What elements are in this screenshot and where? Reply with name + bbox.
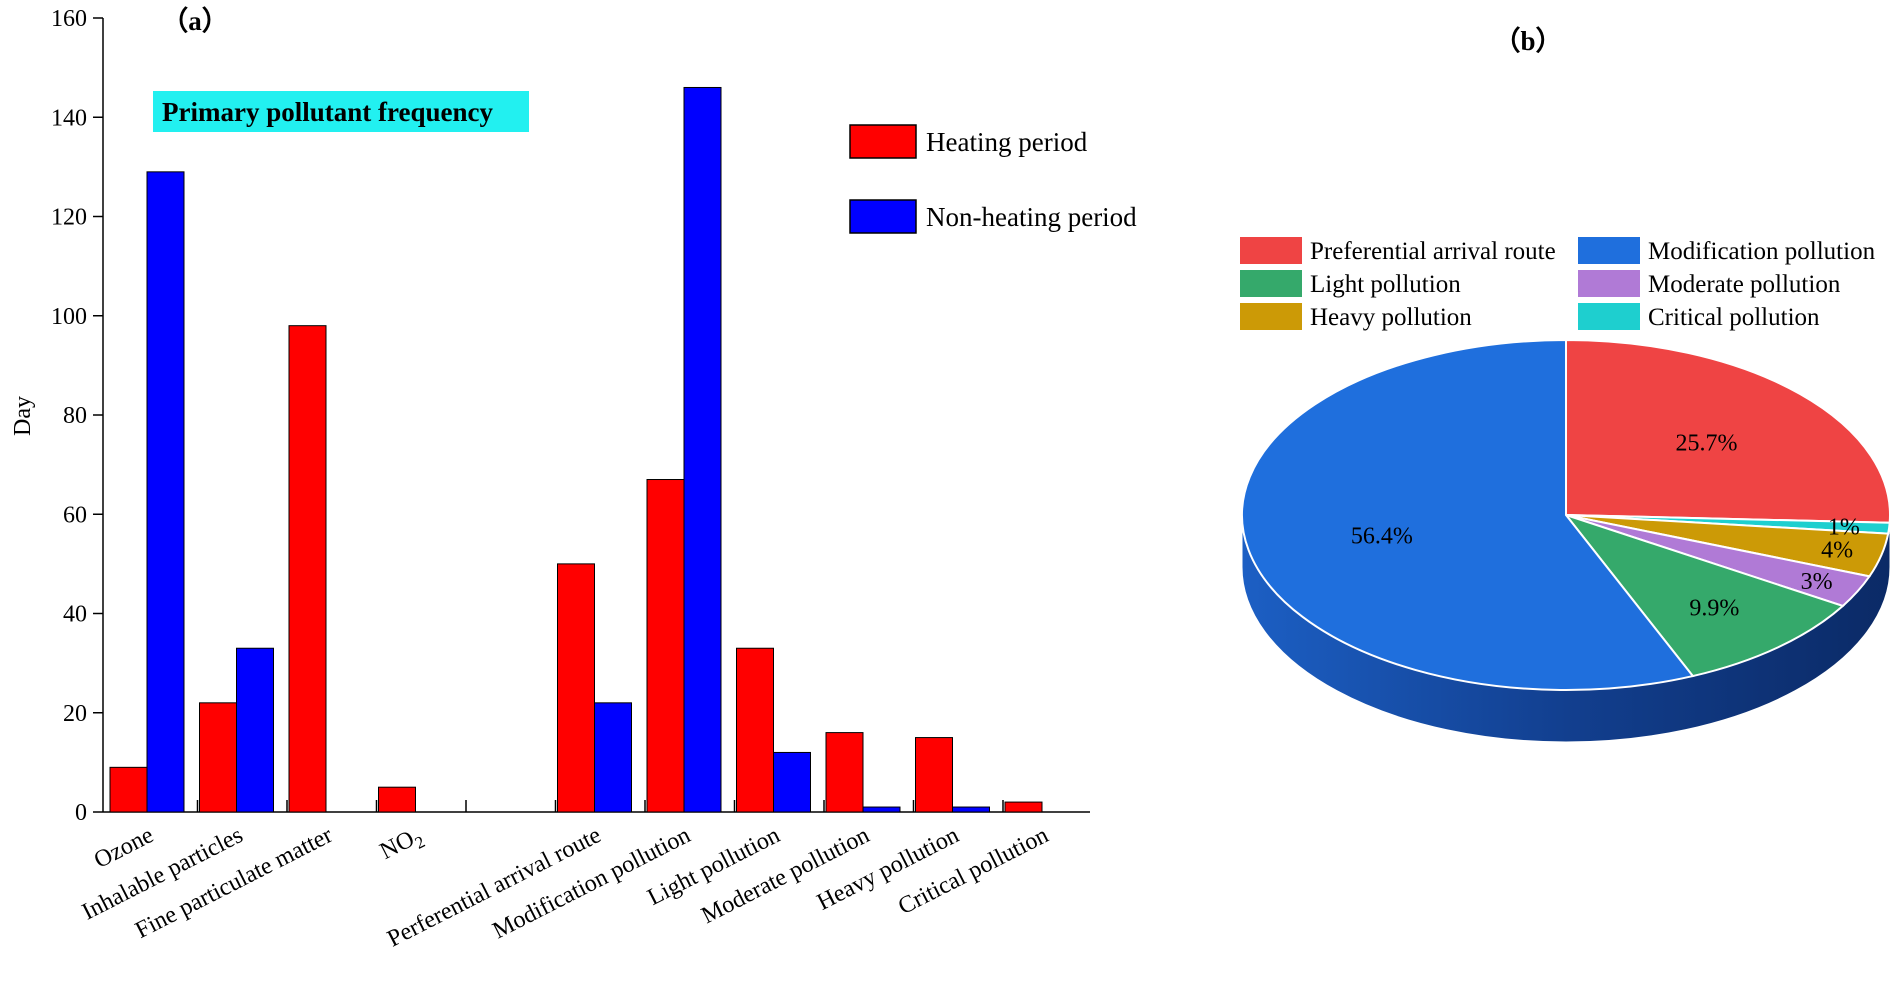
- bar-heating-6: [646, 479, 685, 813]
- pie-value-label: 3%: [1801, 569, 1833, 595]
- bar-legend: Heating period Non-heating period: [849, 124, 1137, 234]
- pie-value-label: 4%: [1821, 538, 1853, 564]
- y-tick-label: 160: [51, 6, 87, 32]
- bar-marks: [109, 86, 1043, 813]
- pie-legend-label: Critical pollution: [1648, 304, 1820, 331]
- bar-heating-0: [109, 766, 148, 813]
- bar-heating-10: [1004, 801, 1043, 813]
- x-category-label: Critical pollution: [894, 822, 1053, 920]
- pie-legend-swatch: [1240, 303, 1302, 330]
- pie-legend-label: Modification pollution: [1648, 238, 1876, 265]
- pie-value-label: 1%: [1828, 514, 1860, 540]
- pie-legend-swatch: [1578, 303, 1640, 330]
- bar-heating-3: [378, 786, 416, 813]
- y-tick-label: 120: [51, 205, 87, 231]
- bar-non-heating-0: [146, 171, 185, 813]
- bar-heating-5: [557, 563, 595, 813]
- y-tick-label: 60: [63, 502, 87, 528]
- pie-legend-swatch: [1578, 270, 1640, 297]
- pie-slice-2: [1563, 513, 1845, 678]
- y-axis-label: Day: [10, 396, 36, 436]
- pie-legend-label: Heavy pollution: [1310, 304, 1472, 331]
- pie-legend: Preferential arrival route Modification p…: [1240, 237, 1876, 331]
- legend-label: Non-heating period: [926, 202, 1137, 232]
- panel-b-label: （b）: [1493, 26, 1562, 56]
- bar-non-heating-5: [594, 702, 632, 813]
- pie-legend-swatch: [1578, 237, 1640, 264]
- bar-heating-8: [825, 732, 864, 813]
- highlight-box-background: [153, 91, 529, 132]
- bar-heating-9: [915, 737, 953, 813]
- pie-value-label: 25.7%: [1675, 430, 1737, 456]
- y-tick-label: 0: [75, 800, 87, 826]
- pie-slice-0: [1565, 338, 1892, 524]
- bar-non-heating-9: [952, 806, 990, 813]
- y-tick-label: 100: [51, 304, 87, 330]
- pie-legend-label: Light pollution: [1310, 271, 1461, 298]
- panel-a-label: （a）: [161, 6, 229, 36]
- legend-swatch: [849, 124, 917, 159]
- pie-slice-1: [1241, 338, 1695, 691]
- x-category-label: NO2: [376, 822, 428, 868]
- pie-legend-label: Preferential arrival route: [1310, 238, 1556, 265]
- bar-non-heating-6: [683, 86, 722, 813]
- pie-chart-panel: （b） Preferential arrival route Modificati…: [1240, 26, 1892, 743]
- pie-slices: [1241, 338, 1892, 691]
- highlight-box: Primary pollutant frequency: [153, 91, 529, 132]
- y-tick-label: 20: [63, 701, 87, 727]
- pie-value-label: 9.9%: [1689, 596, 1739, 622]
- pie-legend-swatch: [1240, 237, 1302, 264]
- legend-label: Heating period: [926, 127, 1088, 157]
- highlight-box-text: Primary pollutant frequency: [162, 97, 493, 127]
- y-tick-label: 40: [63, 602, 87, 628]
- pie-legend-label: Moderate pollution: [1648, 271, 1841, 298]
- pie-value-labels: 25.7% 1%4% 3% 9.9% 56.4%: [1351, 430, 1860, 621]
- y-tick-label: 140: [51, 105, 87, 131]
- y-tick-label: 80: [63, 403, 87, 429]
- bar-non-heating-7: [773, 751, 811, 813]
- pie-value-label: 56.4%: [1351, 523, 1413, 549]
- bar-non-heating-8: [862, 806, 901, 813]
- bar-heating-7: [736, 647, 774, 813]
- bar-heating-2: [288, 325, 327, 813]
- bar-heating-1: [199, 702, 237, 813]
- pie-legend-swatch: [1240, 270, 1302, 297]
- bar-non-heating-1: [236, 647, 274, 813]
- bar-chart-panel: （a） Primary pollutant frequency 0 20 40 60 8…: [10, 6, 1137, 952]
- legend-swatch: [849, 199, 917, 234]
